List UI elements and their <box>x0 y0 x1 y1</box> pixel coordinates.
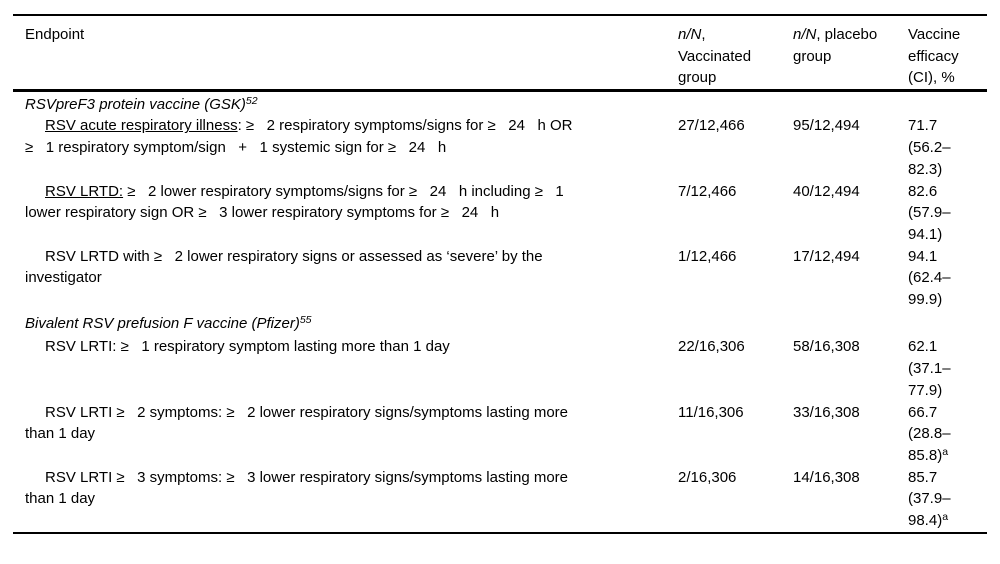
column-header-placebo: n/N, placebo group <box>793 24 908 67</box>
endpoint-cell: RSV LRTD: ≥ 2 lower respiratory symptoms… <box>25 181 678 224</box>
efficacy-footnote-marker: a <box>942 445 949 458</box>
efficacy-cell: 85.7 (37.9– 98.4)a <box>908 467 987 532</box>
efficacy-cell: 71.7 (56.2– 82.3) <box>908 115 987 180</box>
endpoint-text: ≥ 2 lower respiratory symptoms/signs for… <box>25 182 564 222</box>
endpoint-underlined-text: RSV LRTD: <box>45 182 124 200</box>
endpoint-cell: RSV LRTD with ≥ 2 lower respiratory sign… <box>25 246 678 289</box>
table-header-row: Endpoint n/N, Vaccinated group n/N, plac… <box>25 16 987 90</box>
vaccinated-header-italic: n/N <box>678 26 702 43</box>
table-header-rule <box>13 89 987 92</box>
efficacy-value: 85.7 (37.9– 98.4) <box>908 468 951 530</box>
table-bottom-rule <box>13 531 987 535</box>
placebo-cell: 58/16,308 <box>793 338 860 356</box>
efficacy-cell: 62.1 (37.1– 77.9) <box>908 336 987 401</box>
efficacy-value: 71.7 (56.2– 82.3) <box>908 117 951 178</box>
column-header-endpoint: Endpoint <box>25 26 85 43</box>
endpoint-cell: RSV LRTI ≥ 2 symptoms: ≥ 2 lower respira… <box>25 402 678 445</box>
table-row: RSV LRTI ≥ 3 symptoms: ≥ 3 lower respira… <box>25 467 987 532</box>
vaccinated-cell: 27/12,466 <box>678 117 745 135</box>
citation-ref-55: 55 <box>299 313 312 326</box>
endpoint-text: RSV LRTI ≥ 3 symptoms: ≥ 3 lower respira… <box>25 468 569 508</box>
column-header-vaccinated: n/N, Vaccinated group <box>678 24 793 89</box>
endpoint-cell: RSV LRTI: ≥ 1 respiratory symptom lastin… <box>25 336 678 358</box>
efficacy-value: 94.1 (62.4– 99.9) <box>908 247 951 309</box>
vaccinated-cell: 1/12,466 <box>678 247 737 265</box>
placebo-cell: 33/16,308 <box>793 403 860 421</box>
endpoint-cell: RSV acute respiratory illness: ≥ 2 respi… <box>25 115 678 158</box>
efficacy-cell: 82.6 (57.9– 94.1) <box>908 181 987 246</box>
endpoint-text: : ≥ 2 respiratory symptoms/signs for ≥ 2… <box>25 117 573 157</box>
efficacy-cell: 94.1 (62.4– 99.9) <box>908 246 987 311</box>
table-row: RSV LRTI: ≥ 1 respiratory symptom lastin… <box>25 336 987 401</box>
efficacy-cell: 66.7 (28.8– 85.8)a <box>908 402 987 467</box>
table-row: RSV LRTD: ≥ 2 lower respiratory symptoms… <box>25 181 987 246</box>
efficacy-footnote-marker: a <box>942 511 949 524</box>
column-header-efficacy: Vaccine efficacy (CI), % <box>908 26 961 87</box>
vaccinated-cell: 2/16,306 <box>678 468 737 486</box>
vaccinated-cell: 11/16,306 <box>678 403 744 421</box>
efficacy-value: 66.7 (28.8– 85.8) <box>908 403 951 464</box>
endpoint-cell: RSV LRTI ≥ 3 symptoms: ≥ 3 lower respira… <box>25 467 678 510</box>
endpoint-text: RSV LRTD with ≥ 2 lower respiratory sign… <box>25 247 543 287</box>
endpoint-text: RSV LRTI: ≥ 1 respiratory symptom lastin… <box>45 338 450 356</box>
table-row: RSV acute respiratory illness: ≥ 2 respi… <box>25 115 987 180</box>
vaccinated-header-rest: , Vaccinated group <box>678 26 752 87</box>
placebo-cell: 17/12,494 <box>793 247 860 265</box>
placebo-cell: 14/16,308 <box>793 468 860 486</box>
section-header-gsk: RSVpreF3 protein vaccine (GSK)52 <box>25 94 987 116</box>
endpoint-text: RSV LRTI ≥ 2 symptoms: ≥ 2 lower respira… <box>25 403 569 443</box>
section-header-pfizer: Bivalent RSV prefusion F vaccine (Pfizer… <box>25 313 987 335</box>
citation-ref-52: 52 <box>245 94 258 107</box>
efficacy-value: 62.1 (37.1– 77.9) <box>908 338 951 399</box>
placebo-header-italic: n/N <box>793 26 817 43</box>
table-row: RSV LRTD with ≥ 2 lower respiratory sign… <box>25 246 987 311</box>
table-row: RSV LRTI ≥ 2 symptoms: ≥ 2 lower respira… <box>25 402 987 467</box>
efficacy-value: 82.6 (57.9– 94.1) <box>908 182 951 243</box>
section-title-text: Bivalent RSV prefusion F vaccine (Pfizer… <box>25 314 300 332</box>
placebo-cell: 95/12,494 <box>793 117 860 135</box>
endpoint-underlined-text: RSV acute respiratory illness <box>45 117 238 135</box>
placebo-header-rest: , placebo group <box>793 26 878 65</box>
vaccine-efficacy-table: Endpoint n/N, Vaccinated group n/N, plac… <box>13 14 987 535</box>
placebo-cell: 40/12,494 <box>793 182 860 200</box>
vaccinated-cell: 22/16,306 <box>678 338 745 356</box>
section-title-text: RSVpreF3 protein vaccine (GSK) <box>25 95 246 113</box>
vaccinated-cell: 7/12,466 <box>678 182 737 200</box>
table-top-rule <box>13 14 987 16</box>
